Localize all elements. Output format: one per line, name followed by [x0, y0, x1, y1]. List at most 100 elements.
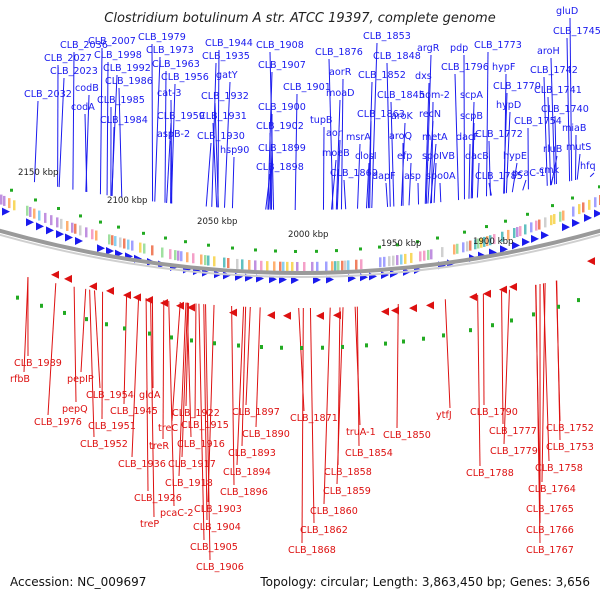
gc-mark: [422, 336, 425, 341]
connector-line: [101, 291, 104, 420]
gene-label: CLB_1901: [283, 82, 331, 93]
gene-label: CLB_1897: [232, 407, 280, 418]
gene-label: hom-2: [419, 90, 450, 101]
gene-label: aroQ: [389, 131, 412, 142]
connector-line: [294, 93, 298, 210]
forward-gene-arrow: [572, 219, 580, 228]
gene-label: aor: [326, 128, 342, 139]
forward-gene-arrow: [381, 270, 389, 279]
forward-gene-arrow: [56, 230, 64, 239]
connector-line: [486, 51, 489, 197]
feature-block: [535, 220, 538, 231]
gene-label: aroH: [537, 46, 560, 57]
feature-block: [50, 215, 53, 226]
gene-label: CLB_1930: [197, 131, 245, 142]
connector-line: [335, 99, 341, 210]
gene-label: CLB_1907: [258, 60, 306, 71]
connector-line: [186, 302, 192, 438]
feature-block: [331, 261, 334, 272]
feature-block: [60, 218, 63, 229]
feature-block: [469, 240, 472, 251]
feature-block: [3, 195, 6, 206]
map-title: Clostridium botulinum A str. ATCC 19397,…: [104, 11, 495, 26]
connector-line: [550, 176, 554, 186]
gene-label: CLB_1952: [80, 439, 128, 450]
gene-label: gldA: [139, 390, 161, 401]
gene-label: moeB: [322, 148, 350, 159]
gene-label: CLB_1772: [475, 129, 523, 140]
connector-line: [212, 122, 218, 208]
feature-block: [223, 257, 226, 268]
connector-line: [503, 92, 508, 194]
gc-mark: [280, 345, 283, 350]
gene-label: hypD: [496, 100, 521, 111]
gene-label: CLB_1753: [546, 442, 594, 453]
connector-line: [340, 78, 344, 210]
feature-block: [430, 249, 433, 260]
forward-gene-arrow: [531, 234, 539, 243]
gene-label: CLB_1770: [493, 81, 541, 92]
gc-mark: [469, 328, 472, 333]
gene-label: CLB_1852: [358, 70, 406, 81]
gc-mark: [231, 246, 234, 250]
connector-line: [476, 162, 480, 198]
connector-line: [217, 49, 220, 208]
feature-block: [396, 255, 399, 266]
forward-gene-arrow: [584, 213, 592, 222]
gc-mark: [79, 214, 82, 218]
gene-label: CLB_1767: [526, 545, 574, 556]
gc-mark: [598, 185, 600, 189]
connector-line: [477, 294, 481, 467]
connector-line: [369, 120, 372, 209]
feature-block: [594, 197, 597, 208]
gene-label: tupB: [310, 115, 333, 126]
gc-mark: [294, 249, 297, 253]
feature-block: [71, 222, 74, 233]
forward-gene-arrow: [235, 272, 243, 281]
gene-label: CLB_1764: [528, 484, 576, 495]
gc-mark: [384, 341, 387, 346]
gc-mark: [170, 335, 173, 340]
gene-label: CLB_1890: [242, 429, 290, 440]
connector-line: [439, 182, 442, 203]
gene-label: CLB_1932: [201, 91, 249, 102]
connector-line: [72, 51, 75, 190]
reverse-gene-arrow: [51, 270, 59, 279]
forward-gene-arrow: [97, 244, 105, 253]
feature-block: [392, 255, 395, 266]
connector-line: [543, 76, 548, 186]
feature-block: [383, 256, 386, 267]
gc-mark: [274, 249, 277, 253]
connector-line: [488, 140, 491, 196]
gene-label: CLB_1904: [193, 522, 241, 533]
feature-block: [441, 247, 444, 258]
reverse-gene-arrow: [123, 291, 131, 300]
gene-label: dxs: [415, 71, 432, 82]
feature-block: [466, 241, 469, 252]
feature-block: [139, 242, 142, 253]
feature-block: [578, 204, 581, 215]
reverse-gene-arrow: [426, 301, 434, 310]
gene-label: CLB_1935: [202, 51, 250, 62]
feature-block: [56, 217, 59, 228]
connector-line: [589, 172, 595, 178]
feature-block: [480, 237, 483, 248]
reverse-gene-arrow: [106, 286, 114, 295]
gc-mark: [10, 188, 13, 192]
gene-label: CLB_1876: [315, 47, 363, 58]
gc-mark: [254, 248, 257, 252]
connector-line: [23, 277, 29, 373]
feature-block: [266, 261, 269, 272]
gene-label: CLB_1916: [177, 439, 225, 450]
feature-block: [379, 257, 382, 268]
connector-line: [468, 143, 471, 199]
gc-mark: [142, 231, 145, 235]
gene-label: CLB_1945: [110, 406, 158, 417]
feature-block: [143, 243, 146, 254]
reverse-gene-arrow: [381, 307, 389, 316]
reverse-gene-arrow: [229, 308, 237, 317]
connector-line: [569, 17, 573, 181]
reverse-gene-arrow: [587, 257, 595, 266]
reverse-gene-arrow: [409, 304, 417, 313]
feature-block: [286, 261, 289, 272]
